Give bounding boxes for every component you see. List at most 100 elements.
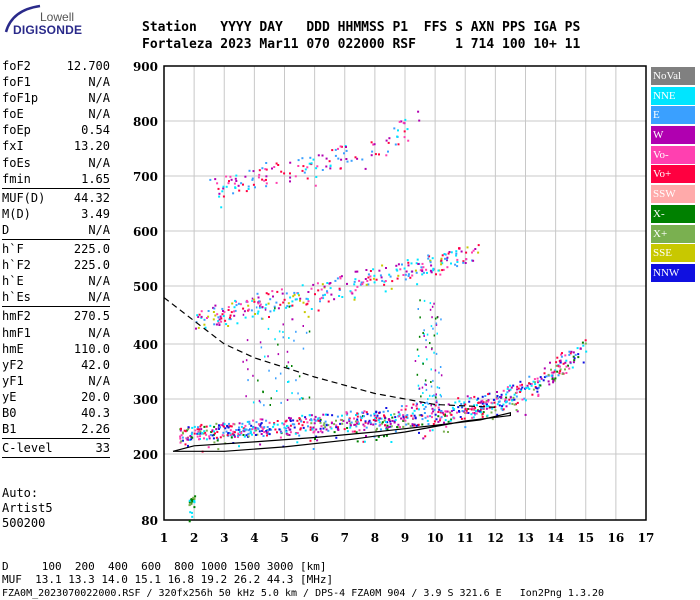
- echo-point: [245, 190, 248, 193]
- echo-point: [442, 430, 445, 433]
- echo-point: [230, 425, 233, 428]
- echo-point: [572, 355, 575, 358]
- echo-point: [445, 410, 448, 413]
- echo-point: [263, 179, 266, 182]
- echo-point: [310, 414, 313, 417]
- echo-point: [479, 401, 482, 404]
- echo-point: [238, 426, 240, 429]
- echo-point: [213, 430, 215, 433]
- echo-point: [238, 445, 240, 448]
- echo-point: [289, 418, 292, 421]
- echo-point: [341, 414, 343, 417]
- echo-point: [272, 425, 275, 428]
- echo-point: [227, 325, 230, 327]
- echo-point: [320, 296, 323, 299]
- echo-point: [431, 395, 434, 398]
- echo-point: [273, 305, 276, 308]
- echo-point: [463, 417, 466, 420]
- echo-point: [247, 433, 250, 435]
- echo-point: [356, 270, 359, 273]
- echo-point: [256, 433, 259, 436]
- echo-point: [385, 139, 388, 142]
- x-tick-label: 16: [608, 531, 625, 545]
- echo-point: [476, 398, 479, 401]
- param-row: h`F 225.0: [2, 241, 110, 257]
- echo-point: [317, 154, 320, 157]
- echo-point: [193, 425, 196, 428]
- echo-point: [191, 515, 194, 518]
- echo-point: [410, 414, 413, 417]
- x-tick-label: 1: [160, 531, 168, 545]
- echo-point: [577, 353, 580, 356]
- echo-point: [187, 426, 190, 429]
- echo-point: [258, 430, 261, 433]
- param-value: N/A: [88, 373, 110, 388]
- echo-point: [193, 497, 196, 500]
- echo-point: [335, 419, 337, 422]
- echo-point: [487, 400, 490, 403]
- echo-point: [243, 430, 246, 433]
- echo-point: [415, 404, 418, 407]
- echo-point: [572, 361, 575, 364]
- echo-point: [418, 431, 420, 434]
- echo-point: [462, 261, 465, 264]
- echo-point: [222, 187, 225, 190]
- echo-point: [568, 367, 571, 370]
- echo-point: [233, 431, 236, 434]
- echo-point: [584, 339, 587, 342]
- echo-point: [218, 192, 221, 195]
- echo-point: [306, 421, 309, 424]
- echo-point: [302, 325, 304, 327]
- echo-point: [255, 306, 258, 309]
- echo-point: [256, 427, 259, 430]
- echo-point: [477, 401, 480, 404]
- echo-point: [447, 252, 450, 255]
- echo-point: [298, 294, 300, 297]
- echo-point: [325, 428, 328, 431]
- echo-point: [431, 348, 433, 351]
- echo-point: [254, 313, 256, 315]
- echo-point: [361, 411, 364, 414]
- echo-point: [224, 319, 227, 322]
- echo-point: [270, 428, 273, 431]
- echo-point: [312, 283, 315, 286]
- echo-point: [355, 431, 358, 434]
- echo-point: [322, 297, 325, 300]
- echo-point: [203, 323, 206, 326]
- echo-point: [364, 278, 367, 280]
- echo-point: [387, 150, 389, 153]
- echo-point: [293, 291, 296, 294]
- echo-point: [296, 432, 299, 434]
- x-tick-label: 6: [310, 531, 318, 545]
- echo-point: [345, 158, 348, 160]
- legend-item-vo-: Vo+: [651, 165, 695, 184]
- echo-point: [464, 426, 467, 429]
- echo-point: [300, 397, 303, 399]
- echo-point: [289, 417, 292, 420]
- echo-point: [179, 429, 182, 432]
- echo-point: [316, 439, 319, 442]
- echo-point: [532, 388, 535, 391]
- echo-point: [424, 383, 426, 386]
- echo-point: [227, 432, 230, 435]
- echo-point: [559, 370, 562, 373]
- echo-point: [250, 309, 253, 312]
- echo-point: [213, 433, 215, 436]
- echo-point: [442, 413, 445, 416]
- echo-point: [515, 403, 517, 406]
- echo-point: [190, 433, 193, 436]
- echo-point: [345, 146, 347, 148]
- echo-point: [376, 415, 379, 418]
- echo-point: [417, 308, 419, 310]
- echo-point: [415, 424, 418, 427]
- param-name: fmin: [2, 171, 31, 186]
- echo-point: [441, 411, 444, 414]
- echo-point: [256, 292, 259, 295]
- echo-point: [236, 322, 239, 325]
- echo-point: [561, 372, 564, 375]
- echo-point: [526, 384, 529, 387]
- echo-point: [254, 186, 256, 189]
- echo-point: [261, 429, 264, 432]
- footer-distance: D 100 200 400 600 800 1000 1500 3000 [km…: [2, 560, 327, 573]
- echo-point: [265, 168, 268, 171]
